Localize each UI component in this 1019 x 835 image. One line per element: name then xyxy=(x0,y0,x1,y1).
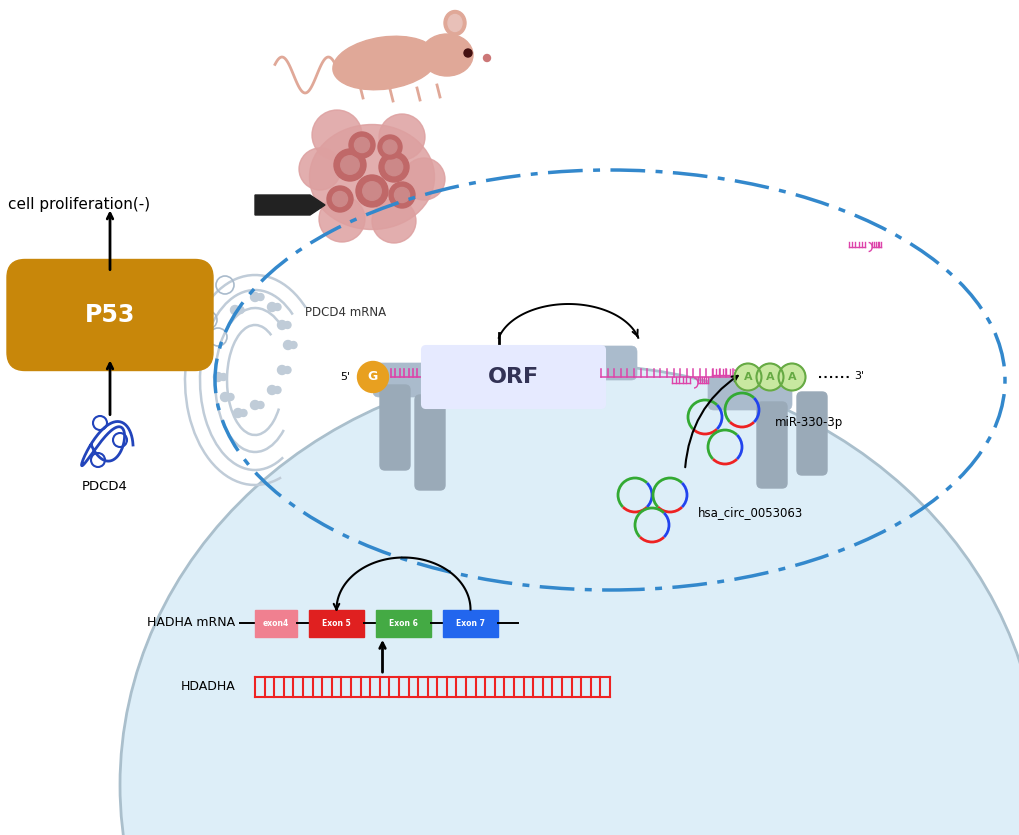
FancyBboxPatch shape xyxy=(756,402,787,488)
FancyBboxPatch shape xyxy=(7,260,213,371)
Circle shape xyxy=(383,140,396,154)
Ellipse shape xyxy=(120,365,1019,835)
Text: Exon 7: Exon 7 xyxy=(455,619,484,627)
Circle shape xyxy=(483,54,490,62)
Circle shape xyxy=(348,132,375,158)
Circle shape xyxy=(777,363,805,391)
FancyBboxPatch shape xyxy=(380,385,410,470)
Circle shape xyxy=(333,149,366,181)
Ellipse shape xyxy=(421,34,473,76)
Circle shape xyxy=(236,306,244,313)
Circle shape xyxy=(227,393,233,401)
Circle shape xyxy=(233,408,243,418)
Circle shape xyxy=(283,321,290,328)
Circle shape xyxy=(289,342,297,348)
Circle shape xyxy=(363,182,381,200)
Circle shape xyxy=(220,373,227,381)
Text: P53: P53 xyxy=(85,303,136,327)
Circle shape xyxy=(357,362,388,392)
FancyBboxPatch shape xyxy=(552,346,637,380)
Text: A: A xyxy=(787,372,796,382)
Circle shape xyxy=(356,175,387,207)
FancyBboxPatch shape xyxy=(309,610,364,636)
FancyBboxPatch shape xyxy=(255,610,297,636)
Circle shape xyxy=(257,402,264,408)
FancyBboxPatch shape xyxy=(373,363,457,397)
Circle shape xyxy=(388,182,415,208)
Circle shape xyxy=(239,409,247,417)
Text: cell proliferation(-): cell proliferation(-) xyxy=(8,198,150,212)
Circle shape xyxy=(283,367,290,373)
Ellipse shape xyxy=(332,36,437,90)
Circle shape xyxy=(267,386,276,394)
Circle shape xyxy=(299,148,340,190)
Circle shape xyxy=(257,293,264,301)
Circle shape xyxy=(267,302,276,311)
Circle shape xyxy=(385,159,403,175)
Circle shape xyxy=(379,114,425,160)
Circle shape xyxy=(220,392,229,402)
Ellipse shape xyxy=(447,14,462,32)
Text: 5': 5' xyxy=(339,372,350,382)
Circle shape xyxy=(464,49,472,57)
Circle shape xyxy=(230,306,239,315)
Text: HADHA mRNA: HADHA mRNA xyxy=(147,616,234,630)
Circle shape xyxy=(340,155,359,175)
Text: A: A xyxy=(765,372,773,382)
Circle shape xyxy=(213,372,222,382)
Circle shape xyxy=(403,158,444,200)
Text: HDADHA: HDADHA xyxy=(180,681,234,694)
FancyBboxPatch shape xyxy=(707,376,791,410)
Text: miR-330-3p: miR-330-3p xyxy=(774,417,843,429)
FancyBboxPatch shape xyxy=(422,346,604,408)
Text: A: A xyxy=(743,372,752,382)
Text: G: G xyxy=(368,371,378,383)
Text: ORF: ORF xyxy=(487,367,538,387)
Circle shape xyxy=(756,363,783,391)
Circle shape xyxy=(312,110,362,160)
Ellipse shape xyxy=(309,124,434,230)
Circle shape xyxy=(277,366,286,375)
Circle shape xyxy=(378,135,401,159)
Text: Exon 5: Exon 5 xyxy=(322,619,351,627)
Text: 3': 3' xyxy=(853,371,863,381)
Circle shape xyxy=(327,186,353,212)
Circle shape xyxy=(277,321,286,330)
Circle shape xyxy=(251,401,259,409)
Circle shape xyxy=(332,191,347,206)
FancyArrow shape xyxy=(255,195,325,215)
FancyBboxPatch shape xyxy=(442,610,497,636)
Circle shape xyxy=(394,188,410,203)
Text: PDCD4: PDCD4 xyxy=(82,480,127,493)
Text: PDCD4 mRNA: PDCD4 mRNA xyxy=(305,306,386,320)
Circle shape xyxy=(379,152,409,182)
Ellipse shape xyxy=(443,11,466,36)
Circle shape xyxy=(319,196,365,242)
Circle shape xyxy=(355,138,369,153)
FancyBboxPatch shape xyxy=(376,610,431,636)
Text: hsa_circ_0053063: hsa_circ_0053063 xyxy=(697,507,803,519)
Circle shape xyxy=(734,363,761,391)
Text: Exon 6: Exon 6 xyxy=(388,619,418,627)
Circle shape xyxy=(274,303,280,311)
Text: exon4: exon4 xyxy=(263,619,288,627)
Circle shape xyxy=(283,341,292,350)
Circle shape xyxy=(274,387,280,393)
Circle shape xyxy=(251,292,259,301)
FancyBboxPatch shape xyxy=(415,395,444,490)
FancyBboxPatch shape xyxy=(796,392,826,475)
Circle shape xyxy=(372,199,416,243)
